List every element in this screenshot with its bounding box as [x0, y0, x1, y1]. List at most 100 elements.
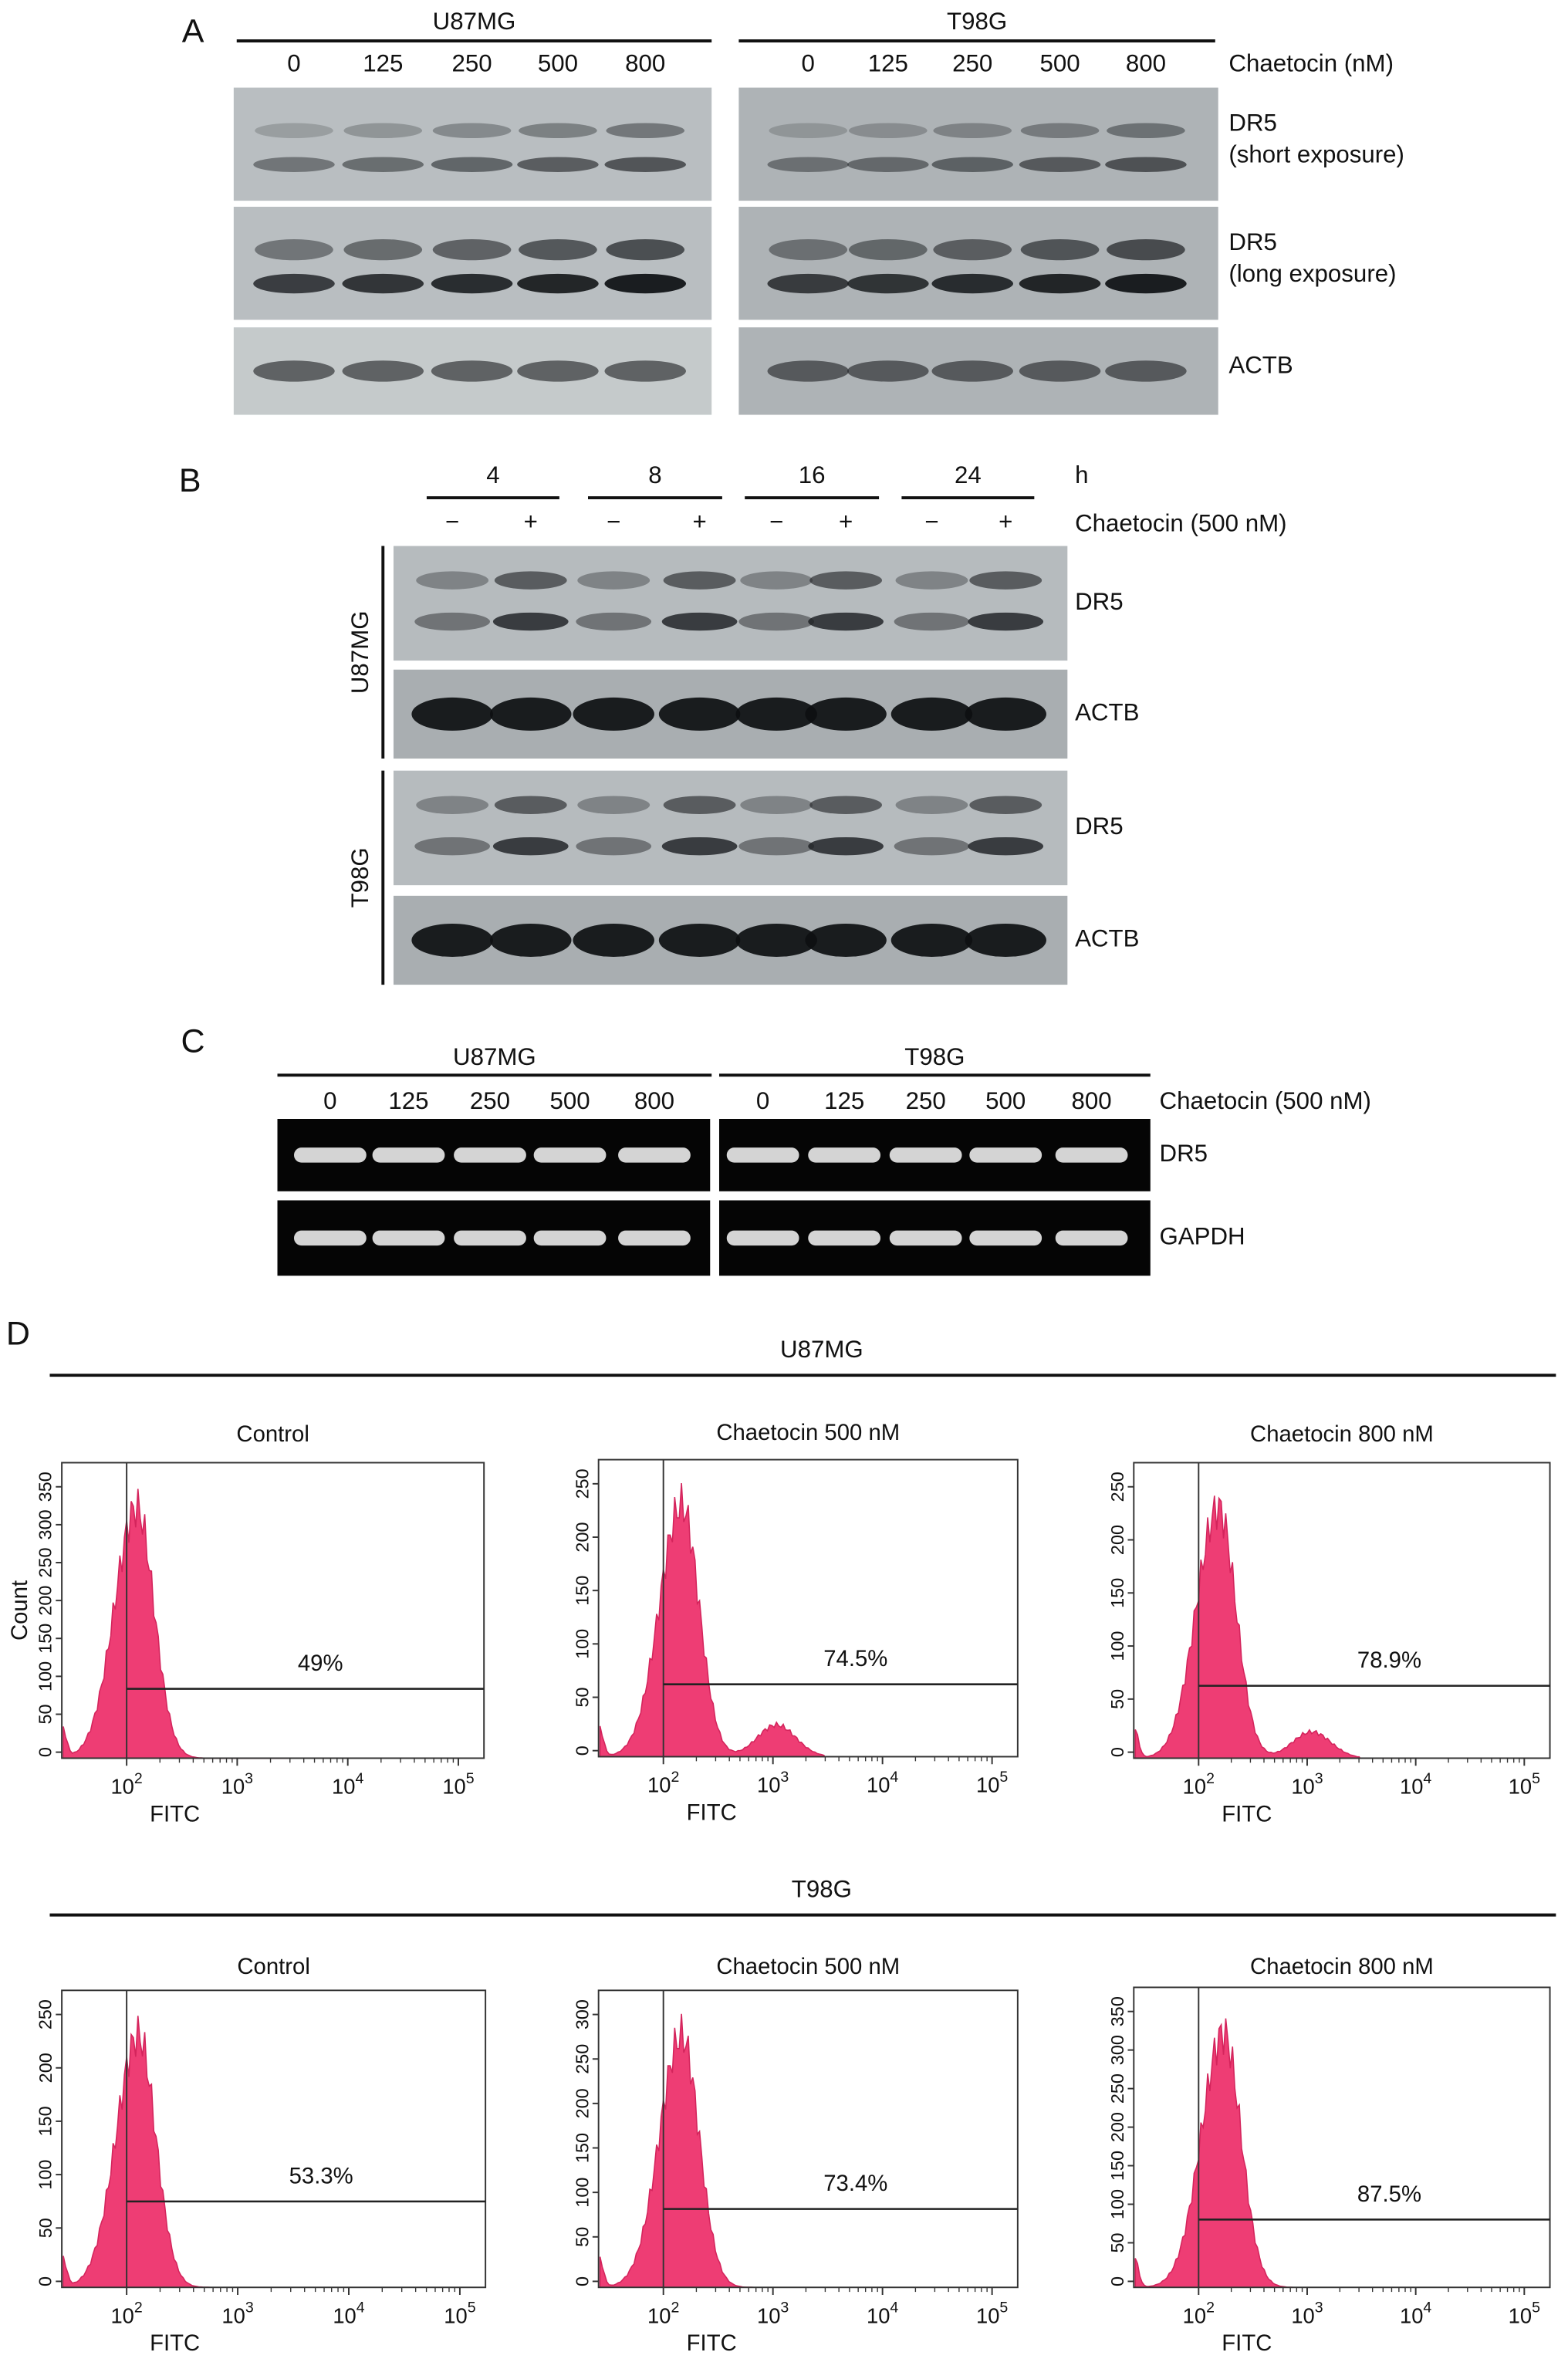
gel-band: [1055, 1230, 1128, 1246]
label: 150: [35, 1624, 56, 1654]
label: 800: [634, 1087, 674, 1114]
band: [849, 123, 928, 139]
label: (long exposure): [1228, 260, 1396, 287]
label: 250: [906, 1087, 946, 1114]
band: [767, 360, 850, 382]
tick-exponent: 5: [466, 1770, 475, 1787]
label: DR5: [1075, 588, 1124, 615]
label: Chaetocin (500 nM): [1160, 1087, 1371, 1114]
tick-exponent: 2: [671, 1769, 679, 1786]
band: [740, 571, 813, 590]
band: [494, 571, 567, 590]
label: FITC: [1222, 2330, 1272, 2356]
label: 50: [35, 1704, 56, 1724]
label: Chaetocin 500 nM: [716, 1954, 900, 1979]
label: 100: [35, 1661, 56, 1691]
label: −: [924, 508, 938, 535]
band: [416, 796, 489, 814]
tick-base: 10: [221, 2304, 245, 2328]
band: [847, 273, 929, 294]
label: 0: [572, 1745, 592, 1756]
gel-band: [808, 1230, 881, 1246]
label: 50: [35, 2218, 56, 2238]
band: [805, 923, 887, 957]
label: 200: [1107, 2112, 1127, 2142]
label: 100: [572, 1629, 592, 1659]
label: +: [692, 508, 706, 535]
histogram: [63, 2016, 289, 2289]
band: [661, 612, 738, 631]
label: Control: [236, 1421, 309, 1447]
label: C: [181, 1023, 205, 1060]
band: [767, 157, 850, 172]
label: T98G: [792, 1876, 852, 1903]
band: [492, 612, 569, 631]
label: Chaetocin (nM): [1228, 50, 1394, 77]
label: 78.9%: [1357, 1647, 1421, 1673]
band: [969, 571, 1043, 590]
x-tick-label: 103: [1291, 1770, 1323, 1799]
tick-exponent: 3: [780, 1769, 789, 1786]
tick-base: 10: [333, 2304, 356, 2328]
blot: [393, 770, 1068, 886]
band: [931, 157, 1013, 172]
blot: [738, 87, 1218, 201]
label: 16: [799, 461, 826, 488]
band: [847, 157, 929, 172]
band: [968, 836, 1044, 856]
label: Chaetocin 500 nM: [716, 1420, 900, 1445]
band: [805, 697, 887, 731]
band: [432, 238, 512, 261]
tick-exponent: 3: [1315, 2300, 1323, 2317]
gel-band: [969, 1147, 1043, 1163]
band: [890, 697, 973, 731]
band: [573, 923, 654, 957]
band: [432, 123, 512, 139]
x-tick-label: 102: [1183, 2300, 1215, 2328]
label: 300: [572, 1999, 592, 2029]
tick-base: 10: [110, 2304, 133, 2328]
band: [490, 923, 572, 957]
band: [767, 273, 850, 294]
label: 150: [572, 2133, 592, 2163]
label: 200: [572, 1522, 592, 1552]
tick-base: 10: [757, 2304, 780, 2328]
band: [253, 273, 335, 294]
tick-exponent: 3: [1315, 1770, 1323, 1787]
label: A: [182, 13, 204, 50]
label: ACTB: [1075, 925, 1139, 952]
gel-band: [294, 1230, 367, 1246]
band: [606, 123, 685, 139]
gel-band: [889, 1147, 962, 1163]
plot-frame: [61, 1462, 485, 1759]
band: [1107, 123, 1185, 139]
label: 200: [35, 1586, 56, 1616]
band: [769, 238, 848, 261]
label: 74.5%: [823, 1646, 887, 1671]
tick-base: 10: [1509, 2304, 1532, 2328]
band: [894, 836, 970, 856]
tick-base: 10: [332, 1775, 355, 1799]
label: 0: [1107, 2276, 1127, 2286]
label: 50: [572, 2227, 592, 2247]
label: 250: [451, 50, 492, 77]
tick-exponent: 4: [890, 2300, 898, 2317]
plot-frame: [61, 1989, 487, 2289]
label: Control: [237, 1954, 309, 1979]
label: Chaetocin 800 nM: [1250, 1954, 1434, 1979]
band: [431, 273, 513, 294]
label: 125: [824, 1087, 864, 1114]
label: 4: [486, 461, 499, 488]
label: 24: [955, 461, 982, 488]
label: 0: [287, 50, 300, 77]
plot-frame: [1133, 1462, 1551, 1759]
x-tick-label: 102: [647, 1769, 679, 1797]
label: 150: [1107, 1578, 1127, 1608]
tick-base: 10: [976, 1773, 999, 1797]
band: [517, 360, 599, 382]
x-tick-label: 104: [333, 2300, 364, 2328]
band: [965, 923, 1046, 957]
band: [573, 697, 654, 731]
label: 53.3%: [289, 2163, 353, 2188]
band: [255, 123, 333, 139]
